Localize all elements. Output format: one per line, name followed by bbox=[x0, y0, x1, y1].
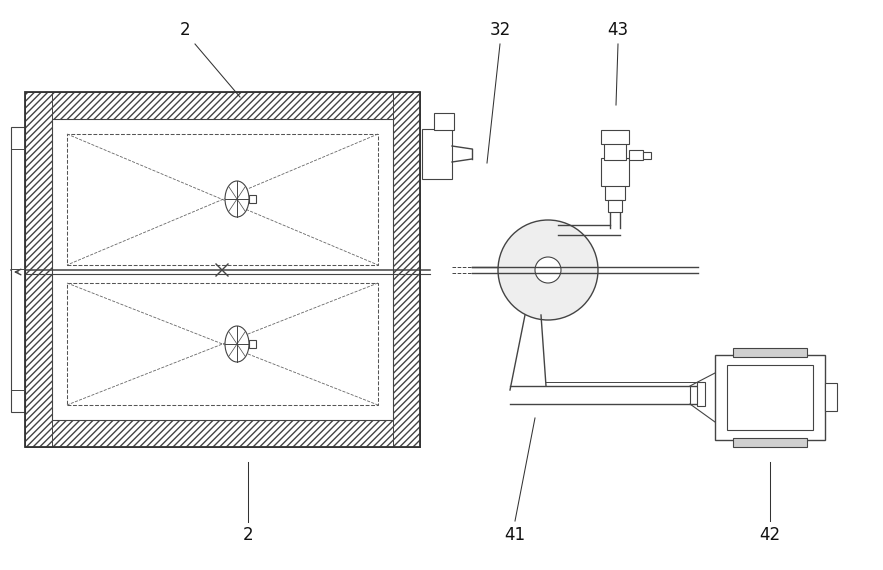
Bar bbox=[727, 365, 813, 430]
Text: 42: 42 bbox=[759, 526, 781, 544]
Bar bbox=[25, 92, 420, 447]
Text: 2: 2 bbox=[243, 526, 253, 544]
Bar bbox=[601, 130, 629, 144]
Bar bbox=[629, 150, 643, 160]
Bar bbox=[393, 92, 420, 447]
Text: 2: 2 bbox=[179, 21, 191, 39]
Bar bbox=[605, 185, 625, 200]
Bar bbox=[52, 119, 393, 420]
Ellipse shape bbox=[225, 181, 249, 217]
Bar bbox=[733, 348, 807, 357]
Bar bbox=[25, 92, 420, 119]
Bar bbox=[11, 127, 25, 412]
Bar bbox=[434, 113, 454, 130]
Bar bbox=[825, 383, 837, 411]
Bar bbox=[249, 340, 256, 348]
Bar bbox=[697, 382, 705, 406]
Bar bbox=[715, 355, 825, 440]
Bar bbox=[25, 420, 420, 447]
Bar bbox=[733, 438, 807, 447]
Bar bbox=[249, 195, 256, 203]
Text: 43: 43 bbox=[608, 21, 629, 39]
Bar bbox=[67, 283, 378, 405]
Circle shape bbox=[498, 220, 598, 320]
Text: 32: 32 bbox=[489, 21, 510, 39]
Circle shape bbox=[535, 257, 561, 283]
Ellipse shape bbox=[225, 326, 249, 362]
Text: 41: 41 bbox=[504, 526, 525, 544]
Bar bbox=[67, 134, 378, 265]
Bar bbox=[25, 92, 52, 447]
Bar bbox=[643, 152, 651, 159]
Bar bbox=[608, 200, 622, 212]
Bar bbox=[604, 142, 626, 160]
Bar bbox=[601, 158, 629, 186]
Bar bbox=[422, 129, 452, 179]
